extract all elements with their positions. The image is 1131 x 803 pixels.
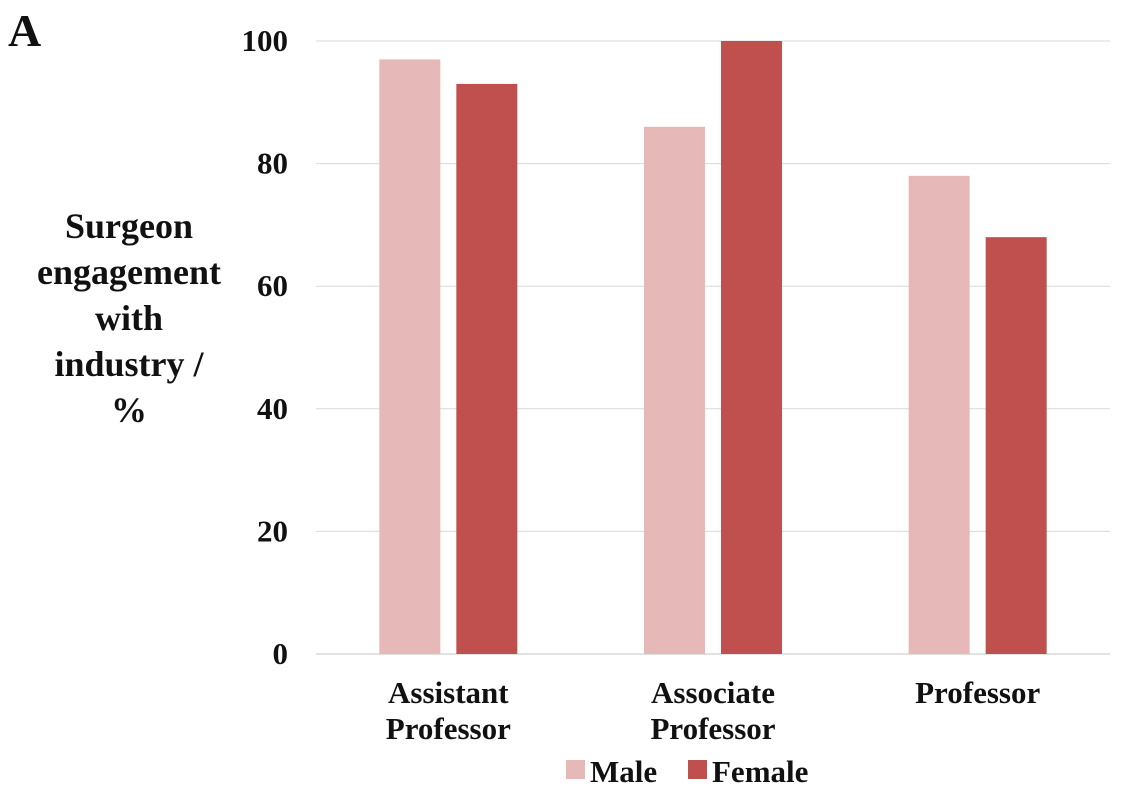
y-tick-label-20: 20 (257, 513, 288, 548)
x-tick-label-0: Assistant (388, 675, 509, 710)
bar-female-2 (985, 237, 1047, 654)
y-axis-label-line: industry / (54, 344, 204, 384)
y-tick-label-100: 100 (242, 23, 289, 58)
y-axis-label-line: with (95, 298, 163, 338)
bar-female-1 (721, 41, 782, 654)
y-tick-label-40: 40 (257, 391, 288, 426)
legend-label-female: Female (712, 754, 808, 789)
y-tick-label-60: 60 (257, 268, 288, 303)
bar-male-1 (644, 126, 705, 654)
x-tick-label-1: Professor (650, 711, 775, 746)
y-tick-label-0: 0 (273, 636, 289, 671)
x-tick-labels: AssistantProfessorAssociateProfessorProf… (386, 675, 1041, 746)
y-axis-label: Surgeon engagement with industry /% (37, 206, 221, 430)
x-tick-label-0: Professor (386, 711, 511, 746)
bar-male-0 (379, 59, 441, 654)
gridlines (316, 40, 1110, 655)
bar-female-0 (456, 83, 518, 654)
y-tick-label-80: 80 (257, 146, 288, 181)
y-tick-labels: 0 20 40 60 80 100 (242, 23, 289, 671)
x-tick-label-1: Associate (651, 675, 775, 710)
bar-male-2 (908, 175, 970, 655)
legend: Male Female (566, 754, 808, 789)
legend-swatch-male (566, 760, 585, 779)
y-axis-label-line: engagement (37, 252, 221, 292)
x-tick-label-2: Professor (915, 675, 1040, 710)
bars (379, 41, 1047, 655)
legend-swatch-female (688, 760, 707, 779)
y-axis-label-line: Surgeon (65, 206, 193, 246)
legend-label-male: Male (590, 754, 657, 789)
y-axis-label-line: % (111, 390, 147, 430)
panel-label: A (8, 5, 41, 56)
